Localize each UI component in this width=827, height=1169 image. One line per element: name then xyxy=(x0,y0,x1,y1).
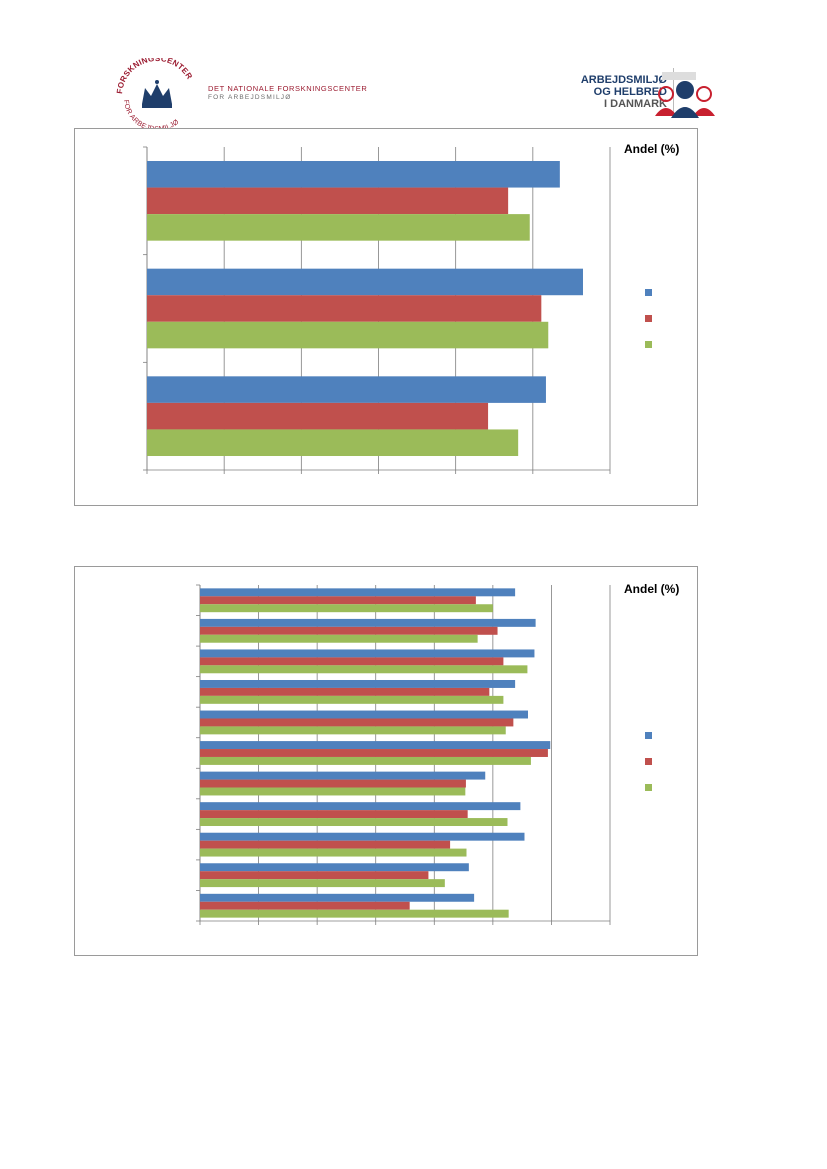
chart-1-bar xyxy=(147,376,546,403)
chart-2 xyxy=(74,566,698,956)
chart-1-legend-title: Andel (%) xyxy=(624,142,680,156)
chart-2-bar xyxy=(200,657,504,666)
chart-2-bar xyxy=(200,810,468,819)
aha-logo-line1: ARBEJDSMILJØ xyxy=(580,74,667,86)
chart-2-bar xyxy=(200,726,506,735)
chart-2-bar xyxy=(200,871,429,880)
chart-2-bar xyxy=(200,596,476,605)
chart-2-bar xyxy=(200,802,521,811)
chart-2-bar xyxy=(200,749,548,757)
chart-2-bar xyxy=(200,588,516,597)
chart-1-legend-key xyxy=(645,289,652,296)
chart-1-bar xyxy=(147,321,549,349)
aha-logo-line3: I DANMARK xyxy=(604,98,667,110)
chart-2-legend-key xyxy=(645,758,652,765)
chart-1 xyxy=(74,128,698,506)
chart-2-bar xyxy=(200,618,536,627)
chart-2-bar xyxy=(200,604,493,613)
chart-2-bar xyxy=(200,879,445,888)
chart-1-bar xyxy=(147,295,542,322)
chart-2-bar xyxy=(200,679,516,688)
svg-text:FORSKNINGSCENTER: FORSKNINGSCENTER xyxy=(115,58,194,94)
chart-1-bar xyxy=(147,214,530,241)
chart-2-bar xyxy=(200,687,490,696)
org-name: DET NATIONALE FORSKNINGSCENTER xyxy=(208,84,368,93)
chart-2-bar xyxy=(200,771,486,780)
chart-2-bar xyxy=(200,756,531,765)
chart-1-bar xyxy=(147,402,489,430)
aha-logo-line2: OG HELBRED xyxy=(593,86,667,98)
chart-1-bar xyxy=(147,429,519,457)
chart-2-bar xyxy=(200,634,478,643)
chart-2-bar xyxy=(200,710,528,719)
chart-2-bar xyxy=(200,901,410,910)
chart-1-legend-key xyxy=(645,315,652,322)
chart-2-bar xyxy=(200,818,508,827)
chart-2-legend-key xyxy=(645,784,652,791)
chart-1-bar xyxy=(147,268,583,296)
chart-2-svg xyxy=(196,584,652,925)
chart-2-bar xyxy=(200,909,509,918)
chart-2-bar xyxy=(200,840,451,849)
chart-2-bar xyxy=(200,626,498,635)
chart-2-bar xyxy=(200,741,551,750)
chart-1-svg xyxy=(143,146,652,474)
chart-2-bar xyxy=(200,863,469,872)
chart-1-legend-key xyxy=(645,341,652,348)
chart-2-bar xyxy=(200,848,467,857)
aha-logo-text: ARBEJDSMILJØ OG HELBRED I DANMARK xyxy=(581,74,667,110)
chart-2-bar xyxy=(200,832,525,841)
chart-2-bar xyxy=(200,893,475,902)
chart-2-bar xyxy=(200,718,514,727)
chart-2-bar xyxy=(200,779,466,788)
chart-2-legend-title: Andel (%) xyxy=(624,582,680,596)
org-subtitle: FOR ARBEJDSMILJØ xyxy=(208,94,292,101)
chart-2-bar xyxy=(200,649,535,658)
chart-2-bar xyxy=(200,695,504,704)
chart-2-legend-key xyxy=(645,732,652,739)
chart-2-bar xyxy=(200,787,466,796)
people-icon xyxy=(650,70,720,120)
chart-1-bar xyxy=(147,160,560,188)
nfa-logo: FORSKNINGSCENTER FOR ARBEJDSMILJØ xyxy=(112,58,202,128)
chart-2-bar xyxy=(200,665,528,674)
chart-1-bar xyxy=(147,187,509,215)
crown-icon xyxy=(142,80,172,108)
